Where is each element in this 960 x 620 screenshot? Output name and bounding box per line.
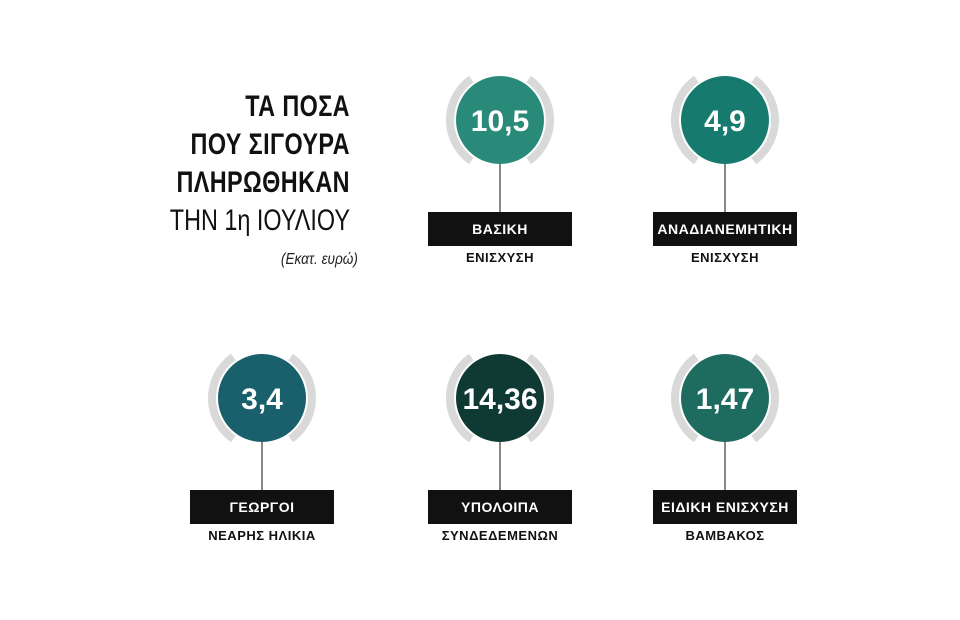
value-disc <box>456 354 544 442</box>
category-name: ΑΝΑΔΙΑΝΕΜΗΤΙΚΗ <box>653 212 797 246</box>
bubble-group: 14,36 <box>446 353 554 490</box>
chart-title: ΤΑ ΠΟΣΑ ΠΟΥ ΣΙΓΟΥΡΑ ΠΛΗΡΩΘΗΚΑΝ ΤΗΝ 1η ΙΟ… <box>119 88 358 272</box>
category-label: ΒΑΣΙΚΗ ΕΝΙΣΧΥΣΗ <box>428 212 572 265</box>
ring-arc-left <box>671 75 699 165</box>
title-line-4: ΤΗΝ 1η ΙΟΥΛΙΟΥ <box>169 204 350 237</box>
title-line-3: ΠΛΗΡΩΘΗΚΑΝ <box>176 166 350 199</box>
category-name: ΓΕΩΡΓΟΙ <box>190 490 334 524</box>
ring-arc-left <box>446 353 474 443</box>
value-label: 3,4 <box>241 383 283 416</box>
value-disc <box>456 76 544 164</box>
bubble-group: 4,9 <box>671 75 780 212</box>
title-line-2: ΠΟΥ ΣΙΓΟΥΡΑ <box>190 128 350 161</box>
ring-arc-left <box>446 75 474 165</box>
value-label: 10,5 <box>471 105 529 138</box>
value-label: 4,9 <box>704 105 746 138</box>
category-sublabel: ΝΕΑΡΗΣ ΗΛΙΚΙΑ <box>208 528 316 543</box>
title-line-1: ΤΑ ΠΟΣΑ <box>245 90 350 123</box>
value-disc <box>218 354 306 442</box>
ring-arc-right <box>751 353 780 443</box>
bubble-group: 1,47 <box>670 353 780 490</box>
category-label: ΕΙΔΙΚΗ ΕΝΙΣΧΥΣΗ ΒΑΜΒΑΚΟΣ <box>653 490 797 543</box>
category-label: ΓΕΩΡΓΟΙ ΝΕΑΡΗΣ ΗΛΙΚΙΑ <box>190 490 334 543</box>
category-sublabel: ΕΝΙΣΧΥΣΗ <box>465 250 534 265</box>
value-disc <box>681 354 769 442</box>
ring-arc-right <box>751 75 780 165</box>
category-label: ΑΝΑΔΙΑΝΕΜΗΤΙΚΗ ΕΝΙΣΧΥΣΗ <box>653 212 797 265</box>
category-name: ΒΑΣΙΚΗ <box>428 212 572 246</box>
category-label: ΥΠΟΛΟΙΠΑ ΣΥΝΔΕΔΕΜΕΝΩΝ <box>428 490 572 543</box>
category-sublabel: ΕΝΙΣΧΥΣΗ <box>690 250 759 265</box>
value-disc <box>681 76 769 164</box>
category-sublabel: ΣΥΝΔΕΔΕΜΕΝΩΝ <box>441 528 559 543</box>
category-name: ΥΠΟΛΟΙΠΑ <box>428 490 572 524</box>
value-label: 1,47 <box>696 383 754 416</box>
value-label: 14,36 <box>462 383 537 416</box>
ring-arc-right <box>288 353 316 443</box>
category-name: ΕΙΔΙΚΗ ΕΝΙΣΧΥΣΗ <box>653 490 797 524</box>
ring-arc-left <box>670 353 699 443</box>
category-sublabel: ΒΑΜΒΑΚΟΣ <box>685 528 765 543</box>
bubble-group: 10,5 <box>446 75 554 212</box>
ring-arc-left <box>207 353 236 443</box>
ring-arc-right <box>526 75 554 165</box>
ring-arc-right <box>526 353 554 443</box>
unit-note: (Εκατ. ευρώ) <box>280 251 358 268</box>
bubble-group: 3,4 <box>207 353 316 490</box>
